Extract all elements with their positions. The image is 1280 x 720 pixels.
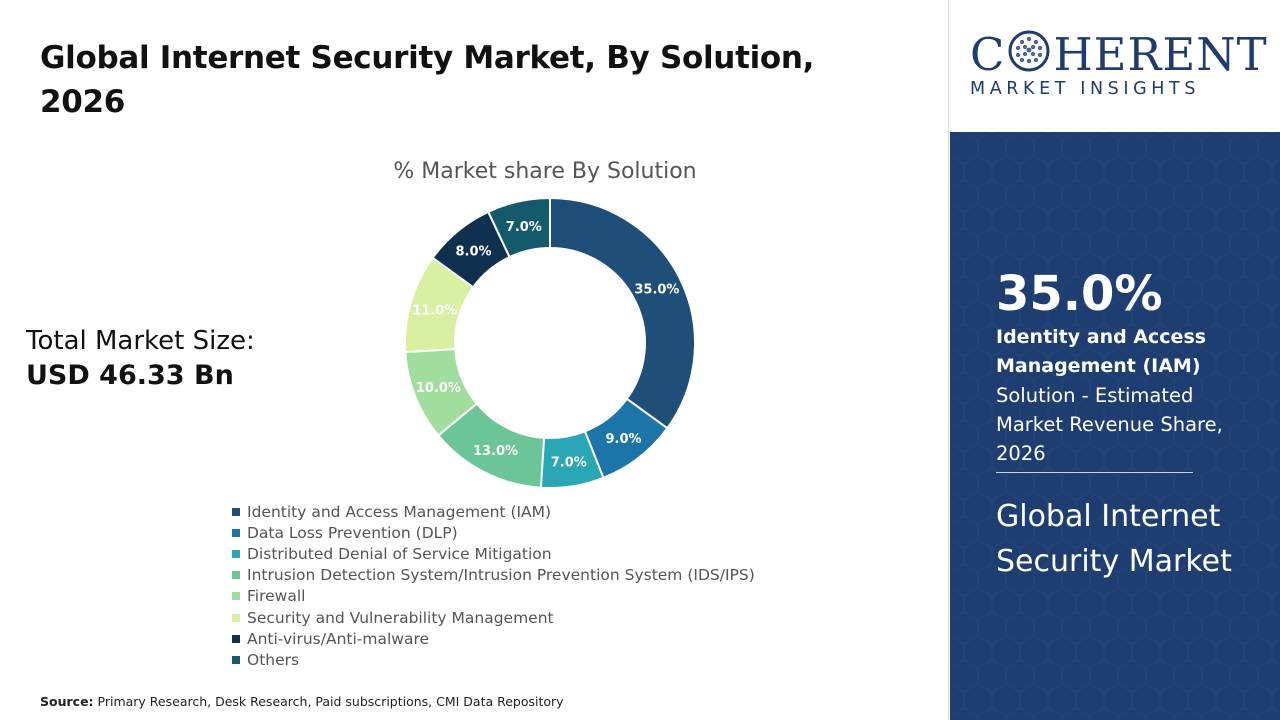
legend-item: Intrusion Detection System/Intrusion Pre… [232,565,755,586]
source-note: Source: Primary Research, Desk Research,… [40,694,564,709]
legend-item: Security and Vulnerability Management [232,607,755,628]
legend-label: Others [247,650,300,669]
legend-label: Identity and Access Management (IAM) [247,502,552,521]
slice-data-label: 8.0% [455,245,491,260]
legend-swatch [232,549,240,558]
logo-area [950,0,1280,132]
legend-label: Intrusion Detection System/Intrusion Pre… [247,566,755,585]
market-size-label: Total Market Size: [26,326,255,356]
highlight-panel [950,132,1280,720]
slice-data-label: 9.0% [606,432,642,447]
donut-slice [486,198,551,259]
slice-data-label: 10.0% [416,381,461,396]
legend-swatch [232,634,240,643]
legend-item: Anti-virus/Anti-malware [232,628,755,649]
highlight-value: 35.0% [996,266,1163,322]
chart-area [948,0,949,720]
legend-label: Anti-virus/Anti-malware [247,629,430,648]
chart-title: % Market share By Solution [393,159,697,184]
slice-data-label: 11.0% [412,304,457,319]
legend-item: Others [232,649,755,670]
donut-chart: 35.0% 9.0% 7.0% 13.0% 10.0% 11.0% 8.0% 7.0% [405,198,695,488]
legend-item: Data Loss Prevention (DLP) [232,522,755,543]
market-size-value: USD 46.33 Bn [26,360,234,391]
market-size: Total Market Size: USD 46.33 Bn [26,324,255,394]
legend-swatch [232,592,240,601]
globe-icon [1006,28,1052,74]
source-label: Source: [40,694,94,709]
legend-item: Firewall [232,586,755,607]
logo-tagline: MARKET INSIGHTS [970,79,1201,99]
slice-data-label: 35.0% [634,283,679,298]
divider [996,472,1193,473]
legend-swatch [232,655,240,664]
legend-label: Distributed Denial of Service Mitigation [247,544,552,563]
legend-swatch [232,528,240,537]
legend-swatch [232,507,240,516]
chart-legend: Identity and Access Management (IAM) Data… [232,501,755,671]
source-text: Primary Research, Desk Research, Paid su… [93,694,564,709]
highlight-segment-name: Identity and Access Management (IAM) [996,326,1207,377]
highlight-description: Solution - Estimated Market Revenue Shar… [996,384,1223,465]
legend-item: Identity and Access Management (IAM) [232,501,755,522]
legend-label: Security and Vulnerability Management [247,608,554,627]
market-name: Global Internet Security Market [996,499,1232,579]
company-logo: C HERENT [970,28,1268,81]
legend-label: Firewall [247,587,306,606]
slice-data-label: 7.0% [551,456,587,471]
legend-swatch [232,613,240,622]
page-title: Global Internet Security Market, By Solu… [40,40,815,120]
legend-swatch [232,571,240,580]
panel-background-pattern [950,132,1280,720]
donut-slice [549,198,695,430]
legend-item: Distributed Denial of Service Mitigation [232,543,755,564]
slice-data-label: 7.0% [506,220,542,235]
legend-label: Data Loss Prevention (DLP) [247,523,458,542]
slice-data-label: 13.0% [473,444,518,459]
logo-letters: HERENT [1053,28,1268,81]
logo-letter-c: C [970,28,1006,81]
